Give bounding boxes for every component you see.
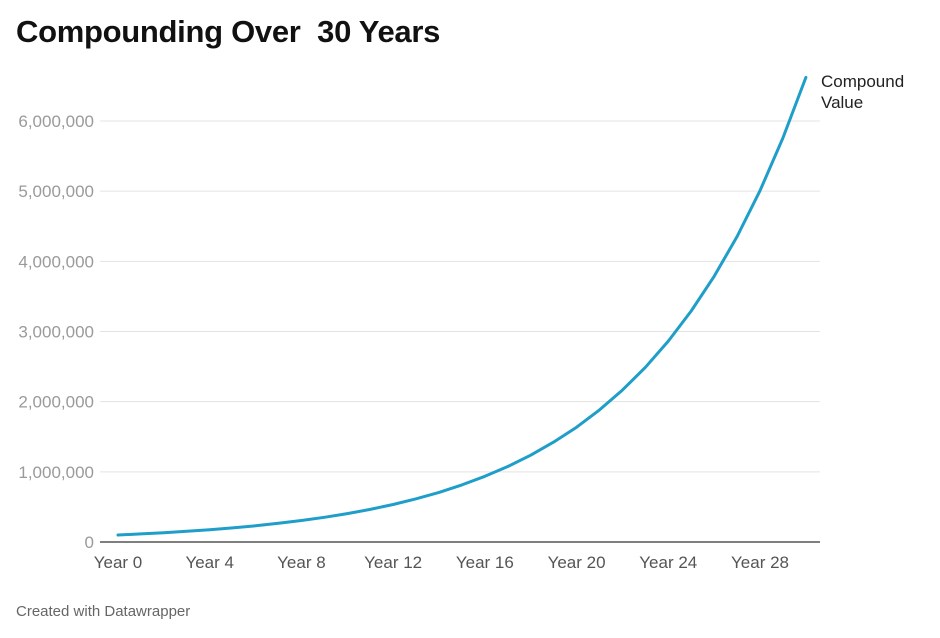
- series-label-compound-value: Compound Value: [821, 72, 904, 112]
- series-line-compound-value: [116, 75, 808, 537]
- x-tick-label: Year 28: [731, 553, 789, 572]
- series-labels: Compound Value: [821, 72, 904, 112]
- x-tick-label: Year 24: [639, 553, 697, 572]
- x-tick-label: Year 4: [185, 553, 234, 572]
- y-tick-label: 2,000,000: [18, 393, 94, 412]
- x-axis-tick-labels: Year 0 Year 4 Year 8 Year 12 Year 16 Year 20 Y…: [94, 553, 789, 572]
- y-axis-tick-labels: 0 1,000,000 2,000,000 3,000,000 4,000,000 5,0…: [18, 112, 94, 552]
- y-tick-label: 6,000,000: [18, 112, 94, 131]
- y-tick-label: 4,000,000: [18, 252, 94, 271]
- x-tick-label: Year 0: [94, 553, 143, 572]
- y-tick-label: 3,000,000: [18, 323, 94, 342]
- x-tick-label: Year 16: [456, 553, 514, 572]
- series-lines: [116, 75, 808, 537]
- y-tick-label: 1,000,000: [18, 463, 94, 482]
- y-tick-label: 5,000,000: [18, 182, 94, 201]
- x-tick-label: Year 8: [277, 553, 326, 572]
- y-tick-label: 0: [85, 533, 94, 552]
- x-tick-label: Year 20: [548, 553, 606, 572]
- x-tick-label: Year 12: [364, 553, 422, 572]
- chart-title: Compounding Over 30 Years: [16, 14, 441, 49]
- gridlines: [100, 120, 820, 473]
- footer-credit: Created with Datawrapper: [16, 603, 191, 620]
